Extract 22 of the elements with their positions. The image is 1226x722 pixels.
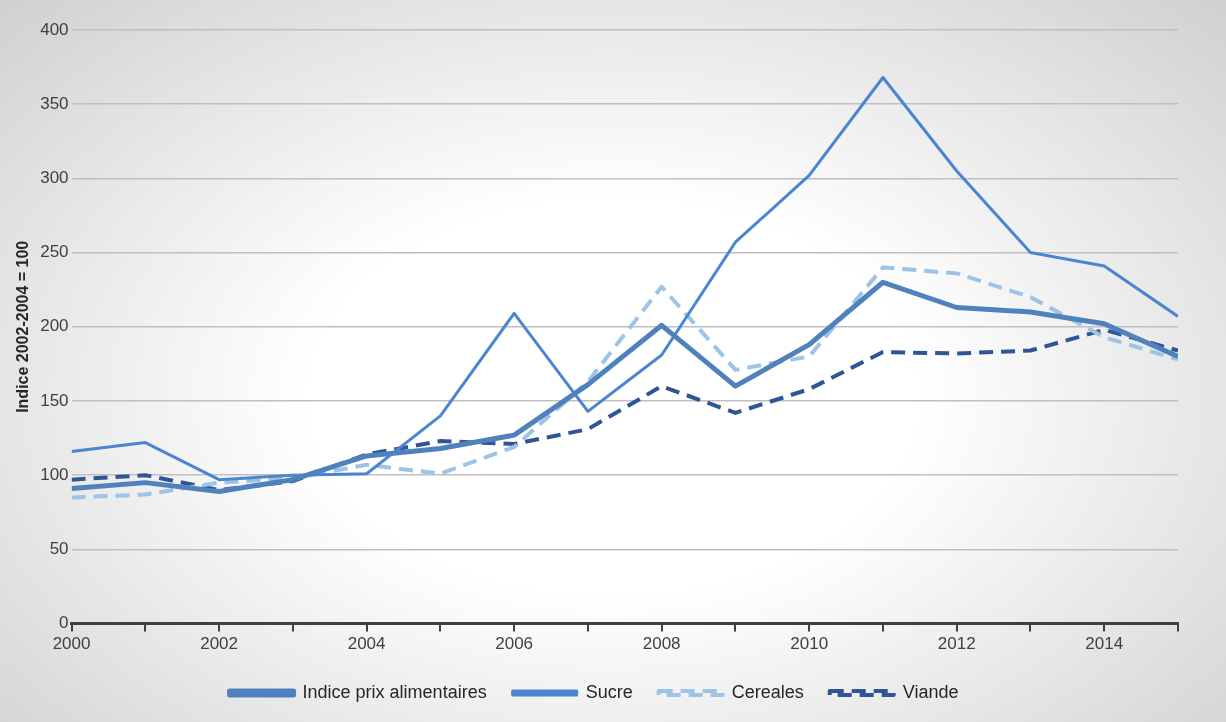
y-tick-label: 100 bbox=[40, 464, 69, 484]
y-tick-label: 400 bbox=[40, 19, 69, 39]
legend-label: Indice prix alimentaires bbox=[302, 681, 487, 702]
y-axis-title: Indice 2002-2004 = 100 bbox=[14, 240, 32, 413]
y-tick-label: 350 bbox=[40, 93, 69, 113]
x-tick-label: 2002 bbox=[200, 634, 238, 654]
x-tick-label: 2010 bbox=[790, 634, 829, 654]
x-tick-label: 2004 bbox=[347, 634, 386, 654]
y-tick-label: 250 bbox=[40, 242, 69, 262]
y-tick-label: 200 bbox=[40, 316, 69, 336]
legend-label: Cereales bbox=[731, 681, 804, 702]
y-tick-label: 150 bbox=[40, 390, 69, 410]
y-tick-label: 0 bbox=[59, 613, 69, 633]
x-tick-label: 2008 bbox=[642, 634, 681, 654]
legend-label: Viande bbox=[902, 681, 959, 702]
x-tick-label: 2014 bbox=[1085, 634, 1124, 654]
x-tick-label: 2000 bbox=[52, 634, 91, 654]
y-tick-label: 300 bbox=[40, 168, 69, 188]
x-tick-label: 2006 bbox=[495, 634, 534, 654]
x-tick-label: 2012 bbox=[937, 634, 976, 654]
y-tick-label: 50 bbox=[49, 539, 69, 559]
legend-label: Sucre bbox=[585, 681, 633, 702]
